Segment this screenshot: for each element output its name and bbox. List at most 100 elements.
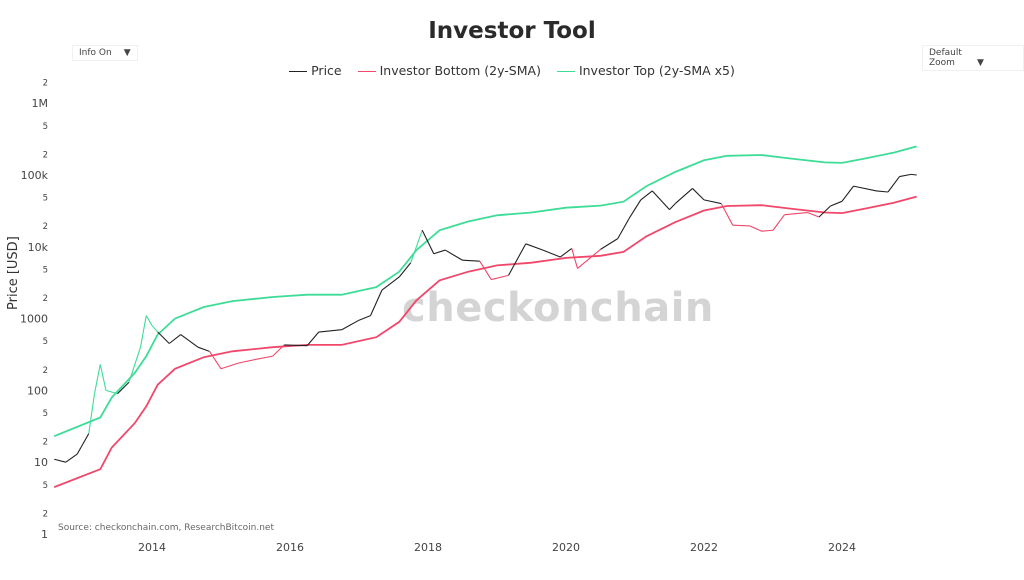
price-segment — [491, 274, 509, 281]
y-tick-label: 100 — [27, 384, 48, 397]
x-tick-label: 2016 — [276, 541, 304, 554]
price-segment — [853, 185, 877, 192]
price-segment — [410, 230, 423, 263]
legend-item-top[interactable]: Investor Top (2y-SMA x5) — [556, 63, 735, 78]
y-tick-label: 5 — [43, 194, 48, 204]
price-segment — [318, 329, 342, 333]
legend-item-bottom[interactable]: Investor Bottom (2y-SMA) — [357, 63, 541, 78]
legend-item-price[interactable]: Price — [289, 63, 342, 78]
price-segment — [749, 225, 762, 232]
price-segment — [284, 344, 308, 347]
investor-bottom-line — [53, 195, 917, 488]
price-segment — [93, 364, 101, 394]
price-segment — [381, 276, 400, 291]
price-segment — [807, 212, 820, 218]
price-segment — [145, 315, 153, 326]
price-segment — [54, 458, 66, 463]
price-segment — [209, 351, 222, 370]
info-dropdown-label: Info On — [79, 48, 112, 58]
price-segment — [255, 355, 273, 360]
price-segment — [180, 334, 199, 348]
price-segment — [151, 325, 159, 333]
y-tick-label: 5 — [43, 265, 48, 275]
price-segment — [674, 188, 693, 204]
price-segment — [139, 315, 147, 348]
x-tick-label: 2018 — [414, 541, 442, 554]
price-segment — [168, 334, 182, 344]
y-tick-label: 2 — [43, 509, 48, 519]
price-segment — [444, 249, 463, 261]
price-segment — [559, 247, 573, 258]
price-segment — [732, 224, 751, 227]
legend-label: Investor Bottom (2y-SMA) — [379, 63, 541, 78]
price-segment — [577, 248, 601, 269]
x-tick-label: 2024 — [828, 541, 856, 554]
price-segment — [65, 453, 78, 463]
price-segment — [358, 315, 371, 321]
price-segment — [841, 185, 854, 202]
price-segment — [617, 217, 630, 239]
price-segment — [876, 190, 889, 193]
price-segment — [651, 190, 670, 210]
price-segment — [640, 190, 653, 201]
price-segment — [433, 249, 446, 255]
y-tick-label: 2 — [43, 222, 48, 232]
y-tick-label: 5 — [43, 122, 48, 132]
y-tick-label: 1M — [32, 97, 49, 110]
price-segment — [600, 238, 619, 250]
zoom-dropdown-label: Default Zoom — [929, 48, 962, 68]
price-segment — [117, 381, 130, 395]
price-segment — [525, 243, 544, 251]
price-segment — [761, 229, 774, 232]
price-segment — [818, 205, 831, 218]
price-segment — [99, 364, 107, 391]
price-segment — [692, 188, 705, 201]
price-segment — [628, 199, 642, 219]
price-segment — [76, 433, 90, 455]
price-segment — [157, 331, 170, 344]
price-segment — [88, 393, 96, 434]
price-segment — [899, 173, 912, 178]
chart-title: Investor Tool — [428, 18, 596, 44]
x-tick-label: 2014 — [138, 541, 166, 554]
legend: Price Investor Bottom (2y-SMA) Investor … — [0, 63, 1024, 78]
y-tick-label: 1000 — [20, 313, 48, 326]
price-segment — [479, 260, 492, 280]
price-segment — [910, 173, 917, 176]
price-segment — [272, 344, 285, 357]
y-tick-label: 5 — [43, 409, 48, 419]
price-segment — [571, 248, 579, 269]
price-segment — [398, 262, 412, 278]
info-dropdown[interactable]: Info On ▼ — [72, 45, 138, 61]
price-segment — [421, 230, 435, 254]
y-tick-label: 1 — [41, 528, 48, 541]
y-tick-label: 5 — [43, 481, 48, 491]
price-segment — [830, 200, 843, 207]
price-segment — [542, 249, 561, 258]
watermark: checkonchain — [402, 285, 714, 331]
x-tick-label: 2022 — [690, 541, 718, 554]
y-tick-label: 5 — [43, 337, 48, 347]
price-segment — [720, 203, 734, 226]
price-segment — [306, 331, 320, 347]
dropdown-arrow-icon: ▼ — [123, 48, 131, 58]
legend-label: Investor Top (2y-SMA x5) — [578, 63, 735, 78]
price-segment — [128, 347, 142, 383]
y-tick-label: 2 — [43, 366, 48, 376]
y-tick-label: 2 — [43, 294, 48, 304]
dropdown-arrow-icon: ▼ — [976, 58, 984, 68]
y-tick-label: 10k — [28, 241, 49, 254]
price-segment — [105, 389, 118, 395]
price-segment — [508, 243, 527, 276]
investor-top-line — [53, 145, 917, 438]
price-segment — [341, 319, 360, 331]
price-segment — [369, 289, 383, 316]
price-segment — [784, 211, 808, 216]
y-tick-label: 2 — [43, 79, 48, 89]
y-tick-label: 100k — [21, 169, 49, 182]
y-tick-label: 2 — [43, 150, 48, 160]
price-segment — [462, 259, 480, 262]
y-tick-label: 2 — [43, 438, 48, 448]
